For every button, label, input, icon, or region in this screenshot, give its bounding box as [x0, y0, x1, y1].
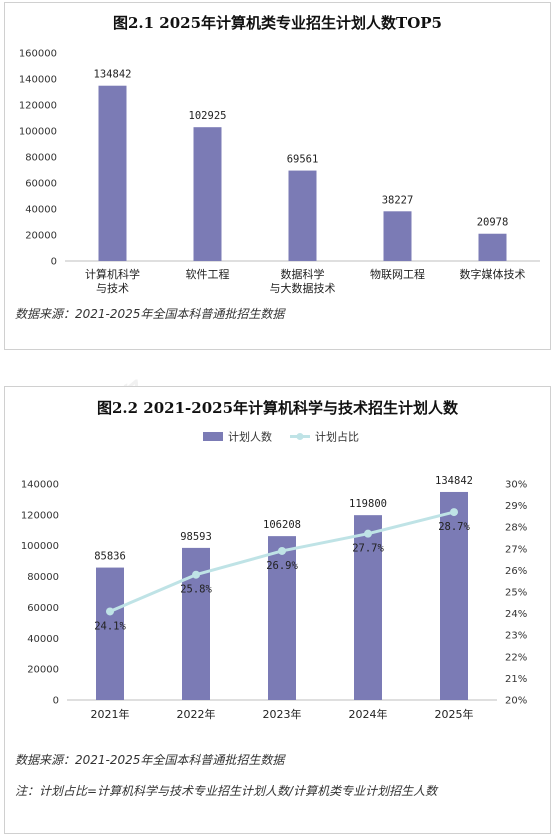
bar [193, 127, 222, 261]
x-tick-label: 物联网工程 [370, 267, 425, 281]
x-tick-label: 与大数据技术 [270, 281, 336, 295]
y2-tick-label: 22% [505, 652, 527, 663]
bar [383, 211, 412, 261]
data-label: 102925 [189, 110, 227, 122]
chart-title: 图2.2 2021-2025年计算机科学与技术招生计划人数 [96, 399, 459, 417]
y-tick-label: 0 [53, 696, 59, 707]
chart-title: 图2.1 2025年计算机类专业招生计划人数TOP5 [112, 14, 442, 32]
y2-tick-label: 26% [505, 566, 527, 577]
data-label: 85836 [94, 551, 126, 563]
bar [268, 536, 296, 700]
y-tick-label: 140000 [19, 75, 57, 86]
x-tick-label: 2025年 [435, 707, 474, 721]
bar [96, 567, 124, 700]
y-tick-label: 100000 [21, 541, 59, 552]
y2-tick-label: 24% [505, 609, 527, 620]
bar [440, 491, 468, 700]
y-tick-label: 20000 [27, 665, 59, 676]
data-label: 98593 [180, 531, 212, 543]
y-tick-label: 120000 [19, 101, 57, 112]
chart-panel-trend: 图2.2 2021-2025年计算机科学与技术招生计划人数 计划人数 计划占比 0 2… [4, 386, 551, 834]
ratio-definition-note: 注：计划占比=计算机科学与技术专业招生计划人数/计算机类专业计划招生人数 [15, 784, 438, 798]
legend-label: 计划人数 [228, 431, 272, 444]
ratio-label: 27.7% [352, 543, 384, 555]
x-tick-label: 软件工程 [186, 267, 230, 281]
y-tick-label: 0 [51, 257, 57, 268]
y-tick-label: 40000 [27, 634, 59, 645]
ratio-label: 24.1% [94, 620, 126, 632]
data-label: 134842 [94, 69, 132, 81]
legend-marker [296, 433, 304, 440]
x-tick-label: 2021年 [91, 707, 130, 721]
y2-tick-label: 20% [505, 696, 527, 707]
ratio-label: 28.7% [438, 521, 470, 533]
y-tick-label: 80000 [27, 572, 59, 583]
ratio-point [450, 508, 458, 517]
y2-tick-label: 25% [505, 588, 527, 599]
y2-tick-label: 29% [505, 501, 527, 512]
y-tick-label: 60000 [27, 603, 59, 614]
bar [98, 85, 127, 261]
y2-tick-label: 28% [505, 523, 527, 534]
bar [288, 170, 317, 261]
ratio-point [192, 570, 200, 579]
x-tick-label: 数据科学 [281, 267, 325, 281]
data-label: 134842 [435, 475, 473, 487]
x-tick-label: 数字媒体技术 [460, 267, 526, 281]
ratio-label: 25.8% [180, 584, 212, 596]
ratio-label: 26.9% [266, 560, 298, 572]
y-tick-label: 80000 [25, 153, 57, 164]
y2-tick-label: 30% [505, 480, 527, 491]
x-tick-label: 2024年 [349, 707, 388, 721]
bar [354, 515, 382, 700]
y-tick-label: 160000 [19, 49, 57, 60]
y-tick-label: 40000 [25, 205, 57, 216]
x-tick-label: 2023年 [263, 707, 302, 721]
y2-tick-label: 27% [505, 544, 527, 555]
data-source-note: 数据来源：2021-2025年全国本科普通批招生数据 [15, 753, 285, 767]
ratio-point [364, 529, 372, 538]
trend-combo-chart: 计划人数 计划占比 0 20000 40000 60000 80000 100000 12000… [21, 430, 527, 722]
ratio-point [106, 607, 114, 616]
data-label: 20978 [477, 217, 509, 229]
x-tick-label: 计算机科学 [85, 267, 140, 281]
x-tick-label: 与技术 [96, 282, 129, 295]
data-label: 69561 [287, 154, 319, 166]
chart-panel-top5: 图2.1 2025年计算机类专业招生计划人数TOP5 0 20000 40000 60… [4, 2, 551, 350]
y-tick-label: 100000 [19, 127, 57, 138]
legend-swatch-bar [203, 432, 223, 441]
legend-label: 计划占比 [315, 430, 359, 444]
x-tick-label: 2022年 [177, 707, 216, 721]
y-tick-label: 120000 [21, 510, 59, 521]
ratio-point [278, 546, 286, 555]
data-source-note: 数据来源：2021-2025年全国本科普通批招生数据 [15, 307, 285, 321]
data-label: 119800 [349, 498, 387, 510]
y2-tick-label: 21% [505, 674, 527, 685]
bar [478, 233, 507, 261]
y2-tick-label: 23% [505, 631, 527, 642]
top5-bar-chart: 0 20000 40000 60000 80000 100000 120000 140000 1… [19, 49, 540, 295]
y-tick-label: 20000 [25, 231, 57, 242]
data-label: 106208 [263, 519, 301, 531]
y-tick-label: 140000 [21, 480, 59, 491]
y-tick-label: 60000 [25, 179, 57, 190]
data-label: 38227 [382, 194, 414, 206]
